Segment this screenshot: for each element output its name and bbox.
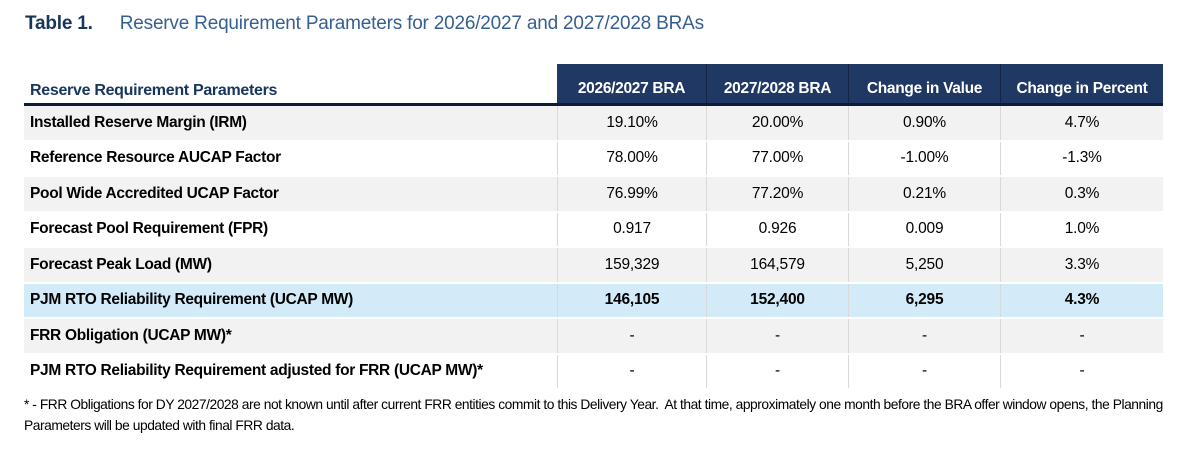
cell-value: 0.21% [848,177,1000,211]
cell-value: - [557,319,706,353]
cell-value: 3.3% [1000,248,1163,282]
table-body: Installed Reserve Margin (IRM) 19.10% 20… [24,106,1163,390]
cell-value: 76.99% [557,177,706,211]
cell-value: - [848,354,1000,388]
table-row: FRR Obligation (UCAP MW)* - - - - [24,319,1163,355]
cell-value: 19.10% [557,106,706,140]
table-header-row: Reserve Requirement Parameters 2026/2027… [24,64,1163,106]
table-title-label: Table 1. [25,13,93,34]
row-label: Installed Reserve Margin (IRM) [30,113,247,131]
row-label: Forecast Peak Load (MW) [30,255,212,273]
cell-value: - [557,354,706,388]
reserve-requirement-parameters-table: Reserve Requirement Parameters 2026/2027… [24,64,1163,390]
table-row: PJM RTO Reliability Requirement adjusted… [24,354,1163,390]
table-row: Reference Resource AUCAP Factor 78.00% 7… [24,141,1163,177]
row-label: Forecast Pool Requirement (FPR) [30,220,268,238]
cell-value: 78.00% [557,141,706,175]
cell-value: 1.0% [1000,212,1163,246]
table-row: Installed Reserve Margin (IRM) 19.10% 20… [24,106,1163,142]
cell-value: 0.009 [848,212,1000,246]
cell-value: 77.00% [706,141,848,175]
column-header-2026-2027-bra: 2026/2027 BRA [557,64,706,103]
cell-value: 152,400 [706,283,848,317]
cell-value: 6,295 [848,283,1000,317]
table-row: Forecast Peak Load (MW) 159,329 164,579 … [24,248,1163,284]
cell-value: - [1000,354,1163,388]
row-label: PJM RTO Reliability Requirement adjusted… [30,362,483,380]
cell-value: -1.00% [848,141,1000,175]
cell-value: 4.7% [1000,106,1163,140]
cell-value: - [1000,319,1163,353]
row-label: FRR Obligation (UCAP MW)* [30,326,232,344]
row-label: PJM RTO Reliability Requirement (UCAP MW… [30,291,354,309]
cell-value: 164,579 [706,248,848,282]
cell-value: 0.917 [557,212,706,246]
cell-value: 146,105 [557,283,706,317]
cell-value: 159,329 [557,248,706,282]
table-row: Forecast Pool Requirement (FPR) 0.917 0.… [24,212,1163,248]
cell-value: 4.3% [1000,283,1163,317]
table-title-text: Reserve Requirement Parameters for 2026/… [119,13,704,34]
cell-value: 0.926 [706,212,848,246]
row-label: Pool Wide Accredited UCAP Factor [30,184,279,202]
table-row: PJM RTO Reliability Requirement (UCAP MW… [24,283,1163,319]
row-label: Reference Resource AUCAP Factor [30,149,281,167]
footnote: * - FRR Obligations for DY 2027/2028 are… [24,397,1167,434]
column-header-parameters: Reserve Requirement Parameters [24,64,557,103]
cell-value: - [848,319,1000,353]
column-header-2027-2028-bra: 2027/2028 BRA [706,64,848,103]
cell-value: 77.20% [706,177,848,211]
cell-value: 0.90% [848,106,1000,140]
cell-value: - [706,319,848,353]
cell-value: 5,250 [848,248,1000,282]
column-header-change-in-value: Change in Value [848,64,1000,103]
cell-value: 0.3% [1000,177,1163,211]
column-header-change-in-percent: Change in Percent [1000,64,1163,103]
table-title: Table 1. Reserve Requirement Parameters f… [25,13,704,35]
cell-value: -1.3% [1000,141,1163,175]
cell-value: - [706,354,848,388]
table-row: Pool Wide Accredited UCAP Factor 76.99% … [24,177,1163,213]
cell-value: 20.00% [706,106,848,140]
